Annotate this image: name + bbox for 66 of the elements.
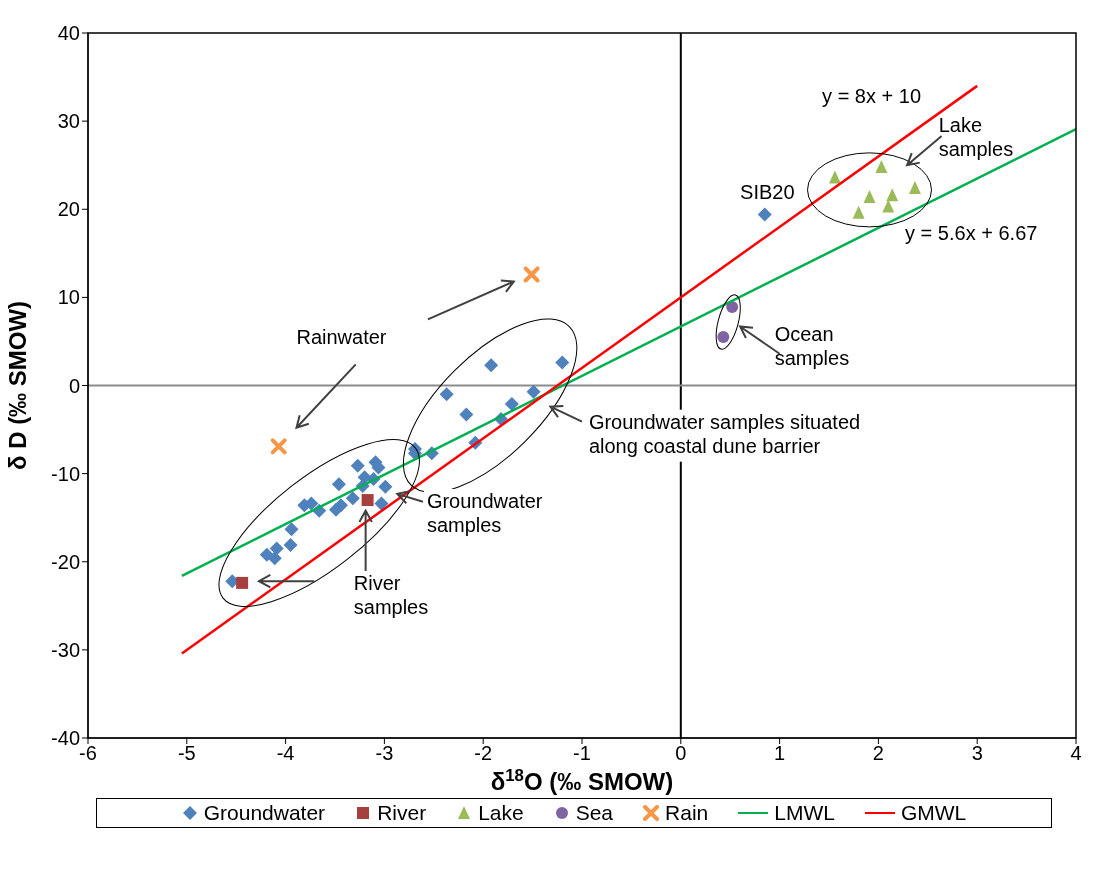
- legend-label: LMWL: [773, 801, 835, 825]
- point: [504, 397, 519, 412]
- point: [345, 491, 360, 506]
- y-tick-label: -30: [51, 638, 80, 661]
- x-tick-label: -1: [573, 742, 591, 765]
- point: [439, 387, 454, 402]
- annotation: Rainwater: [296, 326, 387, 349]
- point: [852, 205, 865, 219]
- y-tick-label: 10: [57, 286, 80, 309]
- x-tick-label: -5: [177, 742, 196, 765]
- x-tick-label: -4: [276, 742, 295, 765]
- y-tick-label: 30: [57, 110, 80, 133]
- legend-label: GMWL: [899, 801, 967, 825]
- annotation: Groundwater samples: [426, 489, 543, 536]
- y-tick-label: 40: [57, 22, 80, 45]
- point: [757, 207, 772, 222]
- y-tick-label: 20: [57, 198, 80, 221]
- point: [526, 384, 541, 399]
- point: [361, 494, 374, 507]
- point: [828, 170, 841, 184]
- point: [908, 181, 921, 195]
- annotation: Ocean samples: [774, 323, 850, 370]
- point: [555, 355, 570, 370]
- legend-label: River: [376, 801, 427, 825]
- point: [284, 522, 299, 537]
- annotation: River samples: [353, 571, 429, 618]
- y-tick-label: -10: [51, 462, 80, 485]
- y-tick-label: 0: [68, 374, 80, 397]
- annotation: Groundwater samples situated along coastal dune barrier: [588, 410, 861, 457]
- annotation: y = 8x + 10: [822, 84, 922, 107]
- point: [875, 159, 888, 173]
- point: [328, 502, 343, 517]
- point: [459, 407, 474, 422]
- x-axis-title: δ$^{18}$O (‰ SMOW): [490, 765, 674, 795]
- y-tick-label: -20: [51, 550, 80, 573]
- legend-label: Rain: [664, 801, 709, 825]
- legend-label: Groundwater: [202, 801, 326, 825]
- point: [484, 358, 499, 373]
- y-tick-label: -40: [51, 727, 80, 750]
- x-tick-label: -6: [79, 742, 97, 765]
- point: [886, 188, 899, 202]
- annotation: Lake samples: [938, 113, 1014, 160]
- point: [863, 189, 876, 203]
- x-tick-label: 1: [774, 742, 786, 765]
- point: [236, 576, 249, 589]
- point: [350, 458, 365, 473]
- point: [378, 479, 393, 494]
- point: [283, 538, 298, 553]
- point: [374, 496, 389, 511]
- point: [331, 477, 346, 492]
- x-tick-label: 3: [971, 742, 983, 765]
- x-tick-label: -3: [375, 742, 394, 765]
- annotation: SIB20: [740, 180, 795, 203]
- legend-label: Sea: [574, 801, 614, 825]
- x-tick-label: 4: [1070, 742, 1082, 765]
- x-tick-label: -2: [474, 742, 493, 765]
- point: [717, 331, 730, 344]
- x-tick-label: 2: [872, 742, 884, 765]
- y-axis-title: δ D (‰ SMOW): [4, 300, 31, 471]
- point: [523, 266, 540, 283]
- annotation: y = 5.6x + 6.67: [905, 222, 1038, 245]
- x-tick-label: 0: [675, 742, 687, 765]
- point: [267, 551, 282, 566]
- legend-label: Lake: [477, 801, 524, 825]
- point: [270, 438, 287, 455]
- point: [882, 199, 895, 213]
